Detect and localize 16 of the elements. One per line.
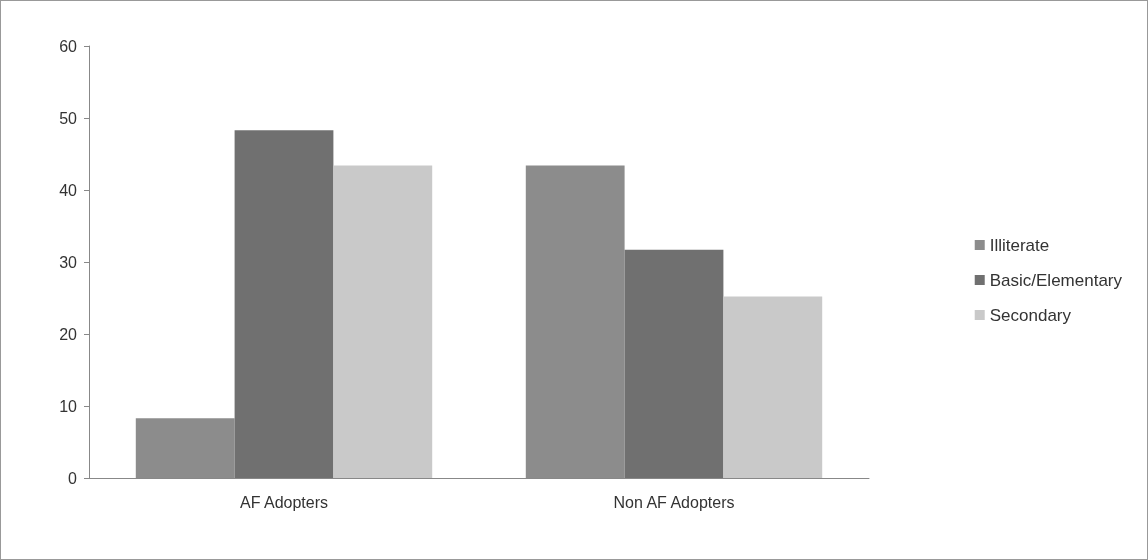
bar bbox=[234, 130, 334, 478]
legend-label: Illiterate bbox=[989, 235, 1050, 255]
legend-label: Secondary bbox=[989, 305, 1072, 325]
legend-label: Basic/Elementary bbox=[989, 270, 1123, 290]
y-tick-label: 30 bbox=[59, 253, 78, 271]
bar bbox=[333, 165, 433, 478]
y-tick-label: 50 bbox=[59, 109, 78, 127]
y-tick-label: 10 bbox=[59, 397, 78, 415]
y-tick-label: 40 bbox=[59, 181, 78, 199]
bar bbox=[723, 296, 823, 478]
y-tick-label: 60 bbox=[59, 37, 78, 55]
y-tick-label: 20 bbox=[59, 325, 78, 343]
y-tick-label: 0 bbox=[68, 469, 78, 487]
x-tick-label: AF Adopters bbox=[239, 493, 329, 511]
bar bbox=[624, 249, 724, 478]
x-tick-label: Non AF Adopters bbox=[613, 493, 735, 511]
